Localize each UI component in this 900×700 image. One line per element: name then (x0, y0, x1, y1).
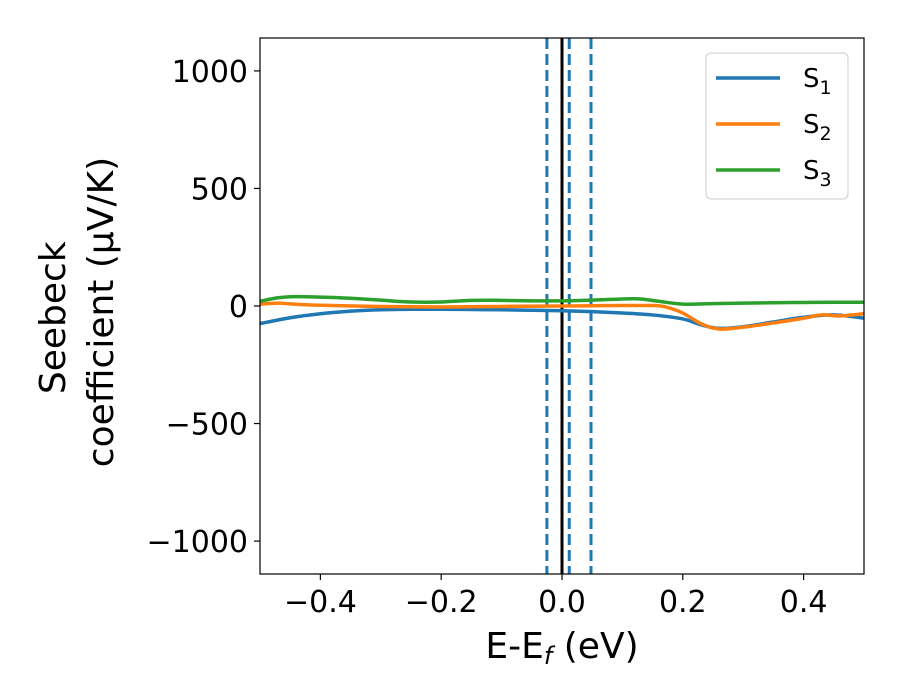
y-tick-label: 1000 (172, 55, 248, 90)
x-axis-label-main: E-E (485, 626, 543, 667)
legend: S1 S2 S3 (705, 52, 849, 200)
y-axis-label-line1: Seebeck (33, 241, 74, 394)
y-tick-label: −500 (166, 408, 248, 443)
legend-label-s3: S3 (803, 156, 832, 191)
y-tick-label: 500 (191, 172, 248, 207)
x-axis-label: E-Ef (eV) (485, 626, 638, 670)
x-axis: −0.4 −0.2 0.0 0.2 0.4 (284, 574, 827, 620)
legend-box (705, 52, 849, 200)
x-tick-label: 0.2 (659, 585, 707, 620)
x-tick-label: 0.4 (780, 585, 828, 620)
series-line-s2 (260, 301, 864, 331)
x-axis-label-unit: (eV) (552, 626, 638, 667)
y-axis-label-line2: coefficient (μV/K) (81, 157, 122, 467)
y-axis: 1000 500 0 −500 −1000 (147, 55, 260, 560)
y-tick-label: −1000 (147, 525, 248, 560)
series-layer (260, 294, 864, 331)
y-axis-label: Seebeck coefficient (μV/K) (33, 157, 122, 467)
y-tick-label: 0 (229, 290, 248, 325)
x-tick-label: −0.2 (405, 585, 478, 620)
x-tick-label: 0.0 (538, 585, 586, 620)
legend-label-s1: S1 (803, 64, 832, 99)
series-line-s3 (260, 294, 864, 306)
x-tick-label: −0.4 (284, 585, 357, 620)
legend-label-s2: S2 (803, 110, 832, 145)
